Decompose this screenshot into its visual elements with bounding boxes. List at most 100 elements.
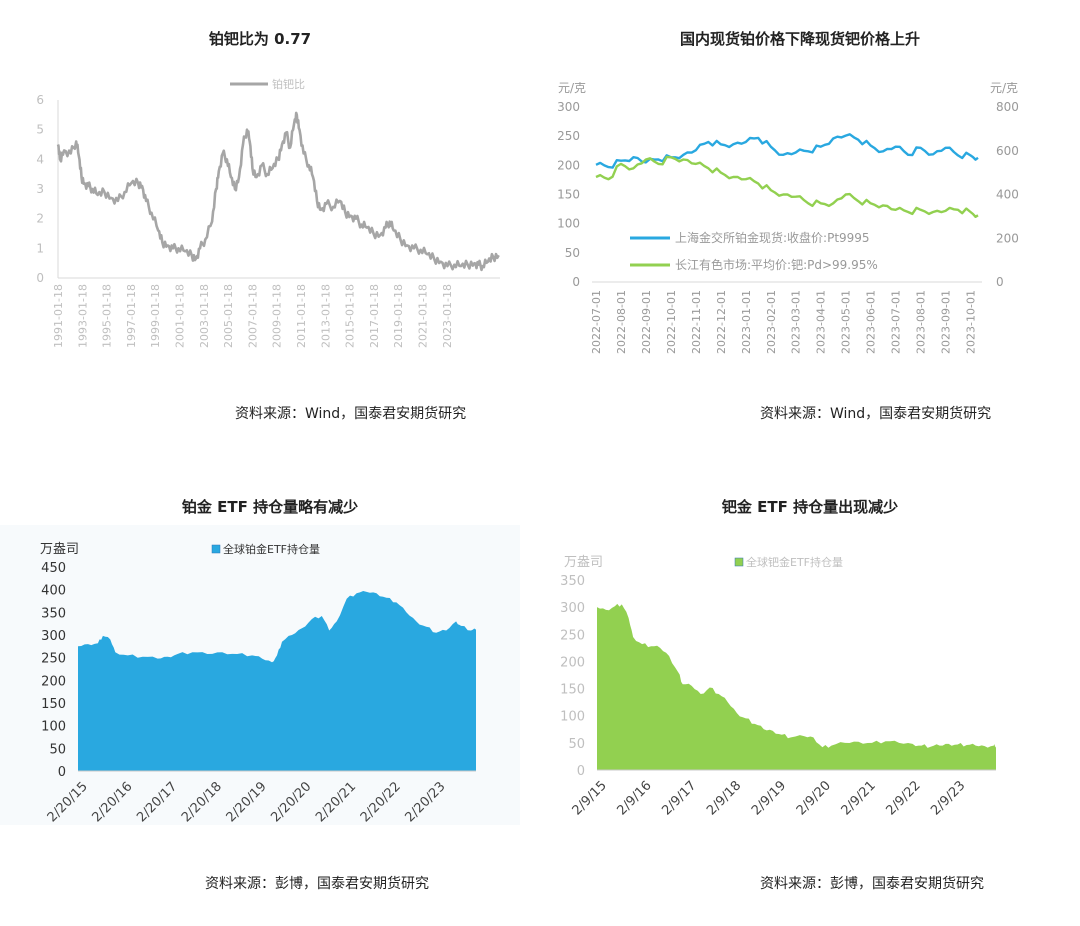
chart3-y-tick-label: 250 xyxy=(41,652,66,667)
chart1-x-tick-label: 2021-01-18 xyxy=(417,284,430,348)
chart2-x-tick-label: 2023-08-01 xyxy=(915,290,928,354)
chart1-svg: 0 1 2 3 4 5 6 1991-01-18 1993-01-18 1995-01-18 199… xyxy=(36,77,500,348)
chart2-y-right-tick-label: 0 xyxy=(996,275,1004,289)
chart1-x-tick-label: 1997-01-18 xyxy=(125,284,138,348)
chart2-y-left-tick-label: 0 xyxy=(572,275,580,289)
chart2-y-left-tick-label: 200 xyxy=(557,158,580,172)
chart4-x-tick-label: 2/9/17 xyxy=(659,778,699,818)
chart2-x-tick-label: 2022-07-01 xyxy=(590,290,603,354)
chart1-x-tick-label: 2011-01-18 xyxy=(295,284,308,348)
chart4-x-tick-label: 2/9/18 xyxy=(704,778,744,818)
chart1-legend-label: 铂钯比 xyxy=(272,77,305,91)
chart1-x-tick-label: 1999-01-18 xyxy=(149,284,162,348)
chart1-x-tick-label: 2019-01-18 xyxy=(392,284,405,348)
chart3-y-tick-label: 100 xyxy=(41,720,66,735)
chart2-legend-label: 长江有色市场:平均价:钯:Pd>99.95% xyxy=(675,257,878,272)
chart1-y-tick-label: 6 xyxy=(36,93,44,107)
chart4-legend-swatch xyxy=(734,557,744,567)
chart1-x-tick-label: 2003-01-18 xyxy=(198,284,211,348)
chart2-legend-label: 上海金交所铂金现货:收盘价:Pt9995 xyxy=(675,230,870,245)
chart4-y-tick-label: 350 xyxy=(560,574,585,589)
chart4-y-tick-label: 250 xyxy=(560,628,585,643)
chart1-x-tick-label: 2001-01-18 xyxy=(174,284,187,348)
chart2-x-tick-label: 2022-08-01 xyxy=(615,290,628,354)
chart4-source: 资料来源：彭博，国泰君安期货研究 xyxy=(760,876,984,892)
chart3-y-tick-label: 350 xyxy=(41,606,66,621)
chart4-y-tick-label: 50 xyxy=(568,737,585,752)
chart2-source: 资料来源：Wind，国泰君安期货研究 xyxy=(760,406,992,422)
chart2-y-right-tick-label: 800 xyxy=(996,100,1019,114)
chart2-y-right-tick-label: 600 xyxy=(996,144,1019,158)
chart1-x-tick-label: 2017-01-18 xyxy=(368,284,381,348)
chart1-title: 铂钯比为 0.77 xyxy=(208,30,312,48)
chart1-x-tick-label: 2013-01-18 xyxy=(319,284,332,348)
chart2-x-tick-label: 2022-12-01 xyxy=(715,290,728,354)
chart3-source: 资料来源：彭博，国泰君安期货研究 xyxy=(205,876,429,892)
chart2-x-tick-label: 2023-05-01 xyxy=(840,290,853,354)
chart4-x-tick-label: 2/9/23 xyxy=(928,778,968,818)
chart1-x-tick-label: 1995-01-18 xyxy=(101,284,114,348)
chart1-x-tick-label: 2005-01-18 xyxy=(222,284,235,348)
chart2-platinum-line xyxy=(595,133,979,169)
chart4-area xyxy=(597,603,996,770)
chart2-y-left-tick-label: 250 xyxy=(557,129,580,143)
chart3-y-tick-label: 50 xyxy=(49,742,66,757)
chart1-y-tick-label: 2 xyxy=(36,212,44,226)
chart2-x-tick-label: 2023-09-01 xyxy=(940,290,953,354)
chart1-ratio-line xyxy=(56,111,500,272)
chart3-y-tick-label: 450 xyxy=(41,561,66,576)
chart1-y-tick-label: 3 xyxy=(36,182,44,196)
chart4-y-tick-label: 150 xyxy=(560,683,585,698)
chart3-legend-label: 全球铂金ETF持仓量 xyxy=(223,542,320,556)
chart2-y-right-tick-label: 200 xyxy=(996,231,1019,245)
chart4-x-tick-label: 2/9/22 xyxy=(883,778,923,818)
chart1-x-tick-label: 2015-01-18 xyxy=(344,284,357,348)
chart4-y-tick-label: 300 xyxy=(560,601,585,616)
chart3-y-tick-label: 200 xyxy=(41,674,66,689)
chart4-y-tick-label: 0 xyxy=(577,764,585,779)
chart1-source: 资料来源：Wind，国泰君安期货研究 xyxy=(235,406,467,422)
chart1-y-tick-label: 5 xyxy=(36,123,44,137)
chart4-x-tick-label: 2/9/15 xyxy=(570,778,610,818)
chart3-area xyxy=(78,591,476,771)
chart2-palladium-line xyxy=(595,155,979,218)
chart1-x-tick-label: 2007-01-18 xyxy=(246,284,259,348)
chart4-x-tick-label: 2/9/21 xyxy=(839,778,879,818)
chart1-y-tick-label: 1 xyxy=(36,241,44,255)
chart2-x-tick-label: 2023-07-01 xyxy=(890,290,903,354)
chart2-title: 国内现货铂价格下降现货钯价格上升 xyxy=(679,30,920,48)
chart4-x-tick-label: 2/9/20 xyxy=(794,778,834,818)
chart2-x-tick-label: 2022-10-01 xyxy=(665,290,678,354)
chart3-y-tick-label: 300 xyxy=(41,629,66,644)
chart2-y-left-tick-label: 100 xyxy=(557,217,580,231)
chart3-y-unit: 万盎司 xyxy=(40,542,79,557)
chart4-x-tick-label: 2/9/19 xyxy=(749,778,789,818)
chart1-x-tick-label: 2009-01-18 xyxy=(271,284,284,348)
chart4-y-tick-label: 200 xyxy=(560,655,585,670)
chart3-title: 铂金 ETF 持仓量略有减少 xyxy=(181,498,359,516)
chart1-x-tick-label: 2023-01-18 xyxy=(441,284,454,348)
chart2-svg: 元/克 元/克 0 50 100 150 200 250 300 0 200 400 600 800 202… xyxy=(557,81,1019,354)
chart2-y-left-tick-label: 300 xyxy=(557,100,580,114)
chart2-x-tick-label: 2023-03-01 xyxy=(790,290,803,354)
chart2-x-tick-label: 2023-10-01 xyxy=(965,290,978,354)
chart2-left-unit: 元/克 xyxy=(558,81,586,95)
chart4-legend-label: 全球钯金ETF持仓量 xyxy=(746,555,843,569)
chart3-svg: 万盎司0501001502002503003504004502/20/152/2… xyxy=(0,525,520,825)
chart2-right-unit: 元/克 xyxy=(990,81,1018,95)
chart1-y-tick-label: 4 xyxy=(36,152,44,166)
chart3-y-tick-label: 0 xyxy=(58,765,66,780)
chart2-y-left-tick-label: 50 xyxy=(565,246,580,260)
chart4-y-tick-label: 100 xyxy=(560,710,585,725)
chart2-x-tick-label: 2023-02-01 xyxy=(765,290,778,354)
chart2-x-tick-label: 2023-01-01 xyxy=(740,290,753,354)
chart4-x-tick-label: 2/9/16 xyxy=(614,778,654,818)
chart2-x-tick-label: 2023-04-01 xyxy=(815,290,828,354)
chart1-x-tick-label: 1993-01-18 xyxy=(76,284,89,348)
chart3-y-tick-label: 150 xyxy=(41,697,66,712)
chart3-legend-swatch xyxy=(211,544,221,554)
chart2-x-tick-label: 2022-11-01 xyxy=(690,290,703,354)
chart4-y-unit: 万盎司 xyxy=(564,555,603,570)
chart4-title: 钯金 ETF 持仓量出现减少 xyxy=(721,498,899,516)
chart2-y-left-tick-label: 150 xyxy=(557,188,580,202)
